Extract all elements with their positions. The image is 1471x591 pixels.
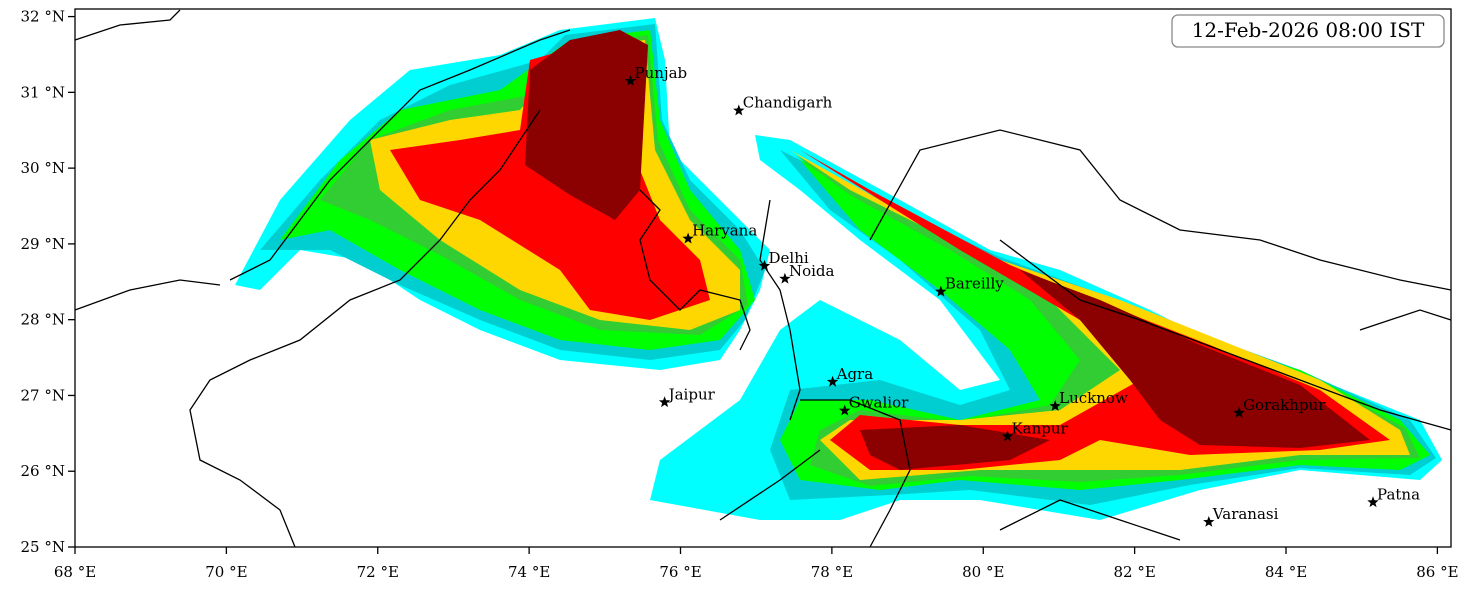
borders xyxy=(74,9,1452,548)
city-label: Delhi xyxy=(769,249,809,267)
city-marker xyxy=(733,104,745,116)
city-marker xyxy=(1367,496,1379,508)
title-box: 12-Feb-2026 08:00 IST xyxy=(1171,14,1445,48)
y-tick-label: 27 °N xyxy=(21,386,65,404)
city-marker xyxy=(779,272,791,284)
city-label: Haryana xyxy=(692,222,757,240)
title: 12-Feb-2026 08:00 IST xyxy=(1192,18,1425,42)
x-tick-label: 86 °E xyxy=(1416,563,1458,581)
city-label: Patna xyxy=(1377,485,1420,503)
y-tick-label: 29 °N xyxy=(21,235,65,253)
city-marker xyxy=(624,75,637,86)
city-label: Gwalior xyxy=(849,394,909,412)
city-marker xyxy=(658,396,671,408)
city-label: Lucknow xyxy=(1059,389,1128,407)
frame xyxy=(74,8,1452,548)
y-tick-label: 32 °N xyxy=(21,8,65,26)
city-marker xyxy=(758,259,771,271)
city-marker xyxy=(839,404,851,416)
title-frame xyxy=(1171,14,1445,48)
city-label: Chandigarh xyxy=(743,94,833,112)
x-tick-label: 78 °E xyxy=(811,563,853,581)
city-marker xyxy=(1203,516,1215,527)
city-marker xyxy=(1049,400,1061,411)
city-marker xyxy=(1233,406,1245,418)
y-tick-label: 31 °N xyxy=(21,83,65,101)
y-tick-label: 25 °N xyxy=(21,538,65,556)
city-marker xyxy=(682,232,694,244)
city-marker xyxy=(935,285,947,297)
contours xyxy=(235,18,1442,520)
y-tick-label: 26 °N xyxy=(21,462,65,480)
city-label: Agra xyxy=(836,365,874,383)
city-label: Jaipur xyxy=(667,385,716,403)
x-tick-label: 72 °E xyxy=(357,563,399,581)
y-tick-label: 30 °N xyxy=(21,159,65,177)
x-tick-label: 76 °E xyxy=(659,563,701,581)
x-tick-label: 74 °E xyxy=(508,563,550,581)
x-tick-label: 84 °E xyxy=(1265,563,1307,581)
x-tick-label: 70 °E xyxy=(205,563,247,581)
x-tick-label: 82 °E xyxy=(1113,563,1155,581)
city-label: Varanasi xyxy=(1212,505,1279,523)
city-label: Bareilly xyxy=(945,275,1004,293)
city-label: Punjab xyxy=(635,64,688,82)
city-label: Gorakhpur xyxy=(1243,396,1326,414)
x-tick-label: 68 °E xyxy=(54,563,96,581)
x-tick-label: 80 °E xyxy=(962,563,1004,581)
city-marker xyxy=(1001,430,1014,442)
city-label: Kanpur xyxy=(1011,419,1068,437)
y-tick-label: 28 °N xyxy=(21,311,65,329)
city-label: Noida xyxy=(789,262,835,280)
city-marker xyxy=(826,375,839,387)
